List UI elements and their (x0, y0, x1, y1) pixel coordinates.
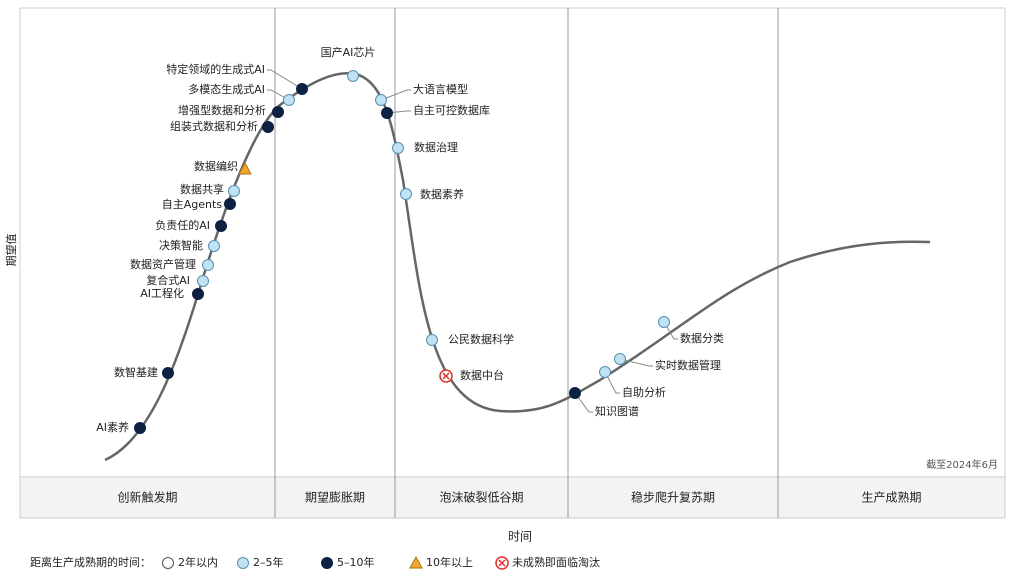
leader-line (267, 69, 303, 90)
tech-marker (262, 121, 274, 133)
leader-line (386, 110, 411, 114)
date-note: 截至2024年6月 (926, 458, 998, 471)
tech-label: 数据治理 (414, 140, 458, 154)
tech-marker (202, 259, 214, 271)
frame (19, 7, 1006, 519)
tech-label: 数据共享 (180, 182, 224, 196)
phase-label: 泡沫破裂低谷期 (439, 490, 523, 505)
phase-label: 期望膨胀期 (305, 491, 365, 505)
tech-label: 数据素养 (420, 187, 464, 201)
tech-marker (208, 240, 220, 252)
legend-label: 10年以上 (426, 555, 473, 569)
tech-marker (192, 288, 204, 300)
leader-line (574, 392, 593, 413)
tech-marker (392, 142, 404, 154)
tech-marker (228, 185, 240, 197)
legend-label: 2年以内 (178, 555, 218, 569)
tech-label: 自主可控数据库 (413, 103, 490, 117)
hype-curve (104, 72, 931, 462)
tech-label: 国产AI芯片 (321, 45, 376, 59)
legend-marker (162, 557, 174, 569)
leader-line (604, 371, 620, 394)
tech-marker (215, 220, 227, 232)
legend-label: 2–5年 (253, 555, 284, 569)
tech-marker (162, 367, 174, 379)
tech-label: 特定领域的生成式AI (166, 62, 265, 76)
tech-label: 数据资产管理 (130, 257, 196, 271)
tech-marker (569, 387, 581, 399)
x-axis-label: 时间 (508, 530, 532, 544)
tech-label: 数据分类 (680, 331, 724, 345)
leader-line (380, 89, 411, 101)
phase-label: 稳步爬升复苏期 (631, 490, 715, 505)
tech-marker (272, 106, 284, 118)
dividers (274, 8, 779, 518)
legend-title: 距离生产成熟期的时间： (30, 555, 151, 569)
tech-marker-x (442, 372, 450, 380)
tech-label: 负责任的AI (155, 218, 210, 232)
legend-label: 5–10年 (337, 555, 375, 569)
tech-marker (400, 188, 412, 200)
tech-marker (426, 334, 438, 346)
tech-label: 多模态生成式AI (188, 82, 265, 96)
tech-marker (134, 422, 146, 434)
tech-label: 自主Agents (162, 198, 223, 211)
phase-label: 生产成熟期 (861, 490, 921, 505)
tech-label: 数据编织 (194, 159, 238, 173)
tech-label: 组装式数据和分析 (170, 119, 258, 133)
tech-marker (347, 70, 359, 82)
legend-marker (409, 555, 423, 569)
tech-marker (296, 83, 308, 95)
tech-label: 数智基建 (114, 365, 158, 379)
legend-marker (237, 557, 249, 569)
legend-marker (321, 557, 333, 569)
tech-marker (599, 366, 611, 378)
tech-label: 决策智能 (159, 238, 203, 252)
tech-marker (375, 94, 387, 106)
phase-label: 创新触发期 (117, 490, 177, 505)
tech-label: 复合式AI (146, 273, 190, 287)
leader-line (267, 89, 290, 101)
tech-marker (238, 161, 252, 175)
tech-marker (224, 198, 236, 210)
tech-label: 大语言模型 (413, 82, 468, 96)
tech-label: 知识图谱 (595, 404, 639, 418)
tech-marker (658, 316, 670, 328)
tech-marker (381, 107, 393, 119)
tech-label: 增强型数据和分析 (178, 103, 266, 117)
legend-label: 未成熟即面临淘汰 (512, 555, 600, 569)
phase-band (19, 476, 1006, 519)
tech-label: 实时数据管理 (655, 358, 721, 372)
tech-label: AI素养 (96, 420, 129, 434)
tech-marker (614, 353, 626, 365)
tech-label: AI工程化 (140, 286, 184, 300)
y-axis-label: 期望值 (5, 234, 18, 267)
tech-label: 自助分析 (622, 385, 666, 399)
leader-line (663, 321, 678, 340)
tech-marker (197, 275, 209, 287)
tech-label: 公民数据科学 (448, 332, 514, 346)
tech-marker (283, 94, 295, 106)
tech-label: 数据中台 (460, 368, 504, 382)
leader-line (619, 358, 653, 367)
legend-marker-x (498, 559, 506, 567)
